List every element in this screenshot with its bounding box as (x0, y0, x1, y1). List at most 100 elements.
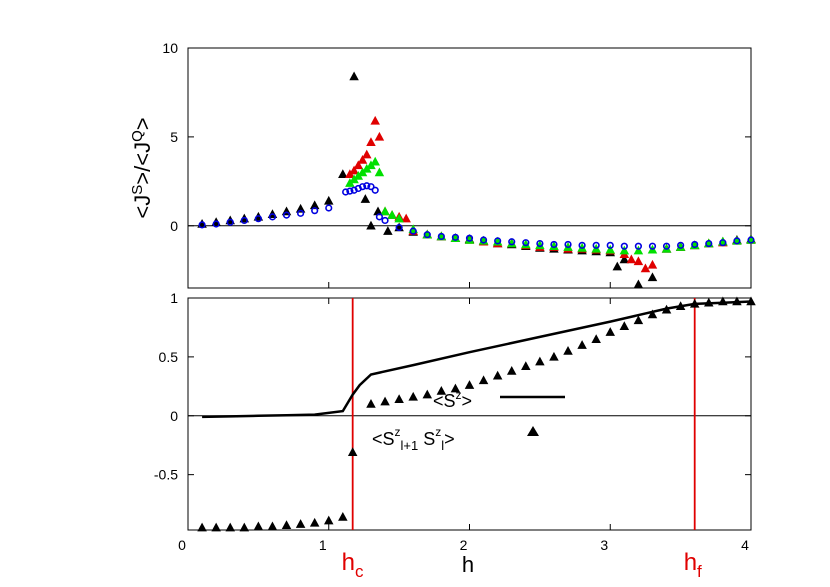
bottom-point (704, 297, 714, 307)
top-point (375, 213, 384, 221)
top-point (394, 213, 404, 223)
bottom-point (675, 301, 686, 310)
bottom-point (661, 304, 672, 314)
top-point (506, 238, 517, 248)
top-point (465, 234, 474, 242)
top-point (357, 155, 368, 164)
top-point (374, 167, 385, 177)
top-point (612, 261, 623, 271)
top-point (634, 242, 643, 250)
bottom-point (253, 521, 264, 531)
top-data-points (197, 71, 756, 289)
top-point (358, 183, 367, 191)
top-point (409, 227, 417, 235)
bottom-point (535, 356, 545, 366)
bottom-point (563, 345, 573, 355)
bottom-point (591, 334, 601, 343)
top-point (451, 233, 460, 241)
top-point (349, 165, 359, 175)
top-point (437, 232, 445, 241)
bottom-point (647, 309, 658, 319)
top-point (362, 149, 372, 159)
top-point (647, 272, 658, 282)
bottom-point (521, 361, 531, 371)
top-point (325, 204, 333, 212)
top-point (401, 213, 411, 223)
top-point (268, 213, 277, 221)
top-point (226, 218, 234, 226)
bottom-point (718, 296, 728, 306)
top-point (619, 254, 630, 264)
bottom-point (605, 327, 615, 336)
top-point (606, 241, 614, 249)
x-tick-label: 4 (741, 537, 749, 553)
x-tick-label: 3 (600, 537, 608, 553)
bottom-point (633, 315, 644, 325)
top-point (282, 211, 291, 219)
top-point (662, 242, 671, 250)
bottom-point (450, 383, 461, 393)
critical-field-lines: hc hf (342, 298, 702, 581)
sz-line-series (202, 300, 752, 419)
bottom-point (436, 386, 447, 395)
critical-field-label: hc (342, 549, 364, 581)
bottom-point (281, 520, 292, 530)
top-point (633, 256, 644, 266)
top-point (311, 207, 319, 215)
top-point (198, 221, 206, 229)
x-tick-label: 0 (178, 537, 186, 553)
top-y-ticks: 0 5 10 (162, 40, 751, 288)
top-point (733, 237, 741, 245)
top-point (297, 209, 305, 217)
bottom-y-tick-label: 0.5 (159, 349, 179, 365)
bottom-point (577, 340, 587, 349)
bottom-point (225, 522, 235, 532)
bottom-point (338, 512, 348, 521)
bottom-point (267, 521, 278, 531)
top-point (620, 242, 628, 250)
top-point (550, 240, 558, 249)
top-point (633, 279, 644, 289)
top-point (387, 210, 397, 219)
bottom-point (746, 296, 756, 306)
bottom-point (347, 447, 358, 457)
bottom-point (549, 351, 559, 361)
x-axis-label: h (462, 552, 474, 577)
top-point (423, 231, 431, 239)
top-point (324, 195, 334, 205)
top-point (383, 226, 393, 235)
bottom-point (506, 366, 517, 375)
top-point (197, 219, 207, 228)
top-point (549, 241, 559, 250)
top-point (719, 239, 727, 247)
bottom-point (295, 519, 306, 528)
bottom-point (464, 380, 475, 389)
top-point (633, 245, 644, 255)
bottom-point (492, 370, 503, 380)
bottom-point (422, 389, 433, 399)
bottom-point (689, 298, 700, 308)
bottom-point (366, 398, 376, 408)
top-point (464, 235, 475, 244)
top-point (647, 259, 658, 269)
top-point (718, 236, 728, 246)
bottom-y-tick-label: 0 (170, 408, 178, 424)
top-point (212, 220, 220, 228)
top-point (592, 241, 600, 249)
top-point (677, 241, 685, 249)
bottom-point (197, 522, 207, 532)
top-point (381, 216, 389, 225)
top-point (691, 240, 699, 249)
top-point (309, 200, 320, 210)
bottom-axis-ticks: -0.5 0 0.5 1 0 1 2 3 4 (154, 290, 752, 553)
bottom-point (732, 296, 742, 306)
bottom-panel-frame (187, 297, 752, 531)
top-point (619, 245, 630, 255)
top-point (254, 215, 262, 223)
top-point (522, 239, 530, 247)
top-y-tick-label: 5 (170, 129, 178, 145)
top-point (395, 223, 403, 232)
top-point (349, 71, 359, 81)
top-point (705, 239, 713, 248)
bottom-point (394, 394, 404, 404)
